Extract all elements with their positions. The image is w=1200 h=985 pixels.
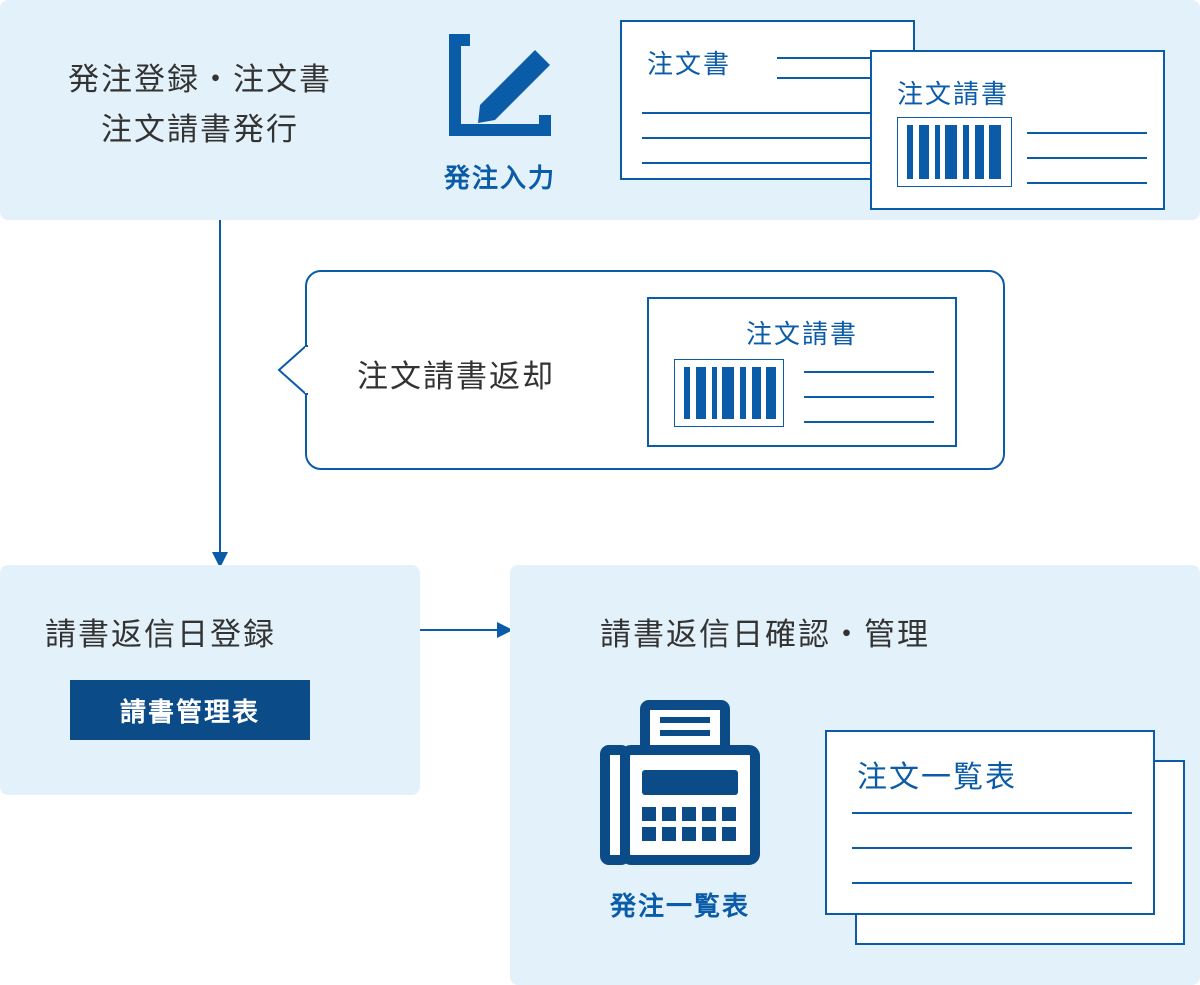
edit-icon-group: 発注入力 [430,25,570,195]
callout-label: 注文請書返却 [357,352,555,402]
callout-return: 注文請書返却 注文請書 [305,270,1005,470]
doc-list-title: 注文一覧表 [857,752,1017,796]
arrow-down [210,220,230,570]
edit-icon [440,25,560,145]
barcode-icon [897,117,1012,187]
button-ack-table[interactable]: 請書管理表 [70,680,310,740]
printer-icon-label: 発注一覧表 [580,886,780,923]
doc-order-title: 注文書 [647,44,731,81]
bottom-right-label: 請書返信日確認・管理 [600,610,930,660]
barcode-icon [674,359,784,427]
doc-list-front: 注文一覧表 [825,730,1155,915]
printer-group: 発注一覧表 [580,695,780,923]
doc-ack-return-title: 注文請書 [649,314,955,351]
bottom-left-label: 請書返信日登録 [45,610,276,660]
callout-pointer [277,345,309,395]
button-ack-table-label: 請書管理表 [120,692,260,729]
top-label-line2: 注文請書発行 [101,112,299,147]
top-label-line1: 発注登録・注文書 [68,62,332,97]
doc-ack-return: 注文請書 [647,297,957,447]
panel-bottom-left: 請書返信日登録 請書管理表 [0,565,420,795]
top-panel-label: 発注登録・注文書 注文請書発行 [40,55,360,154]
panel-top: 発注登録・注文書 注文請書発行 発注入力 注文書 注文請書 [0,0,1200,220]
doc-order-ack: 注文請書 [870,50,1165,210]
arrow-right [420,620,515,640]
doc-order-ack-title: 注文請書 [897,74,1009,111]
edit-icon-label: 発注入力 [430,158,570,195]
printer-icon [590,695,770,875]
panel-bottom-right: 請書返信日確認・管理 発注一覧表 [510,565,1200,985]
